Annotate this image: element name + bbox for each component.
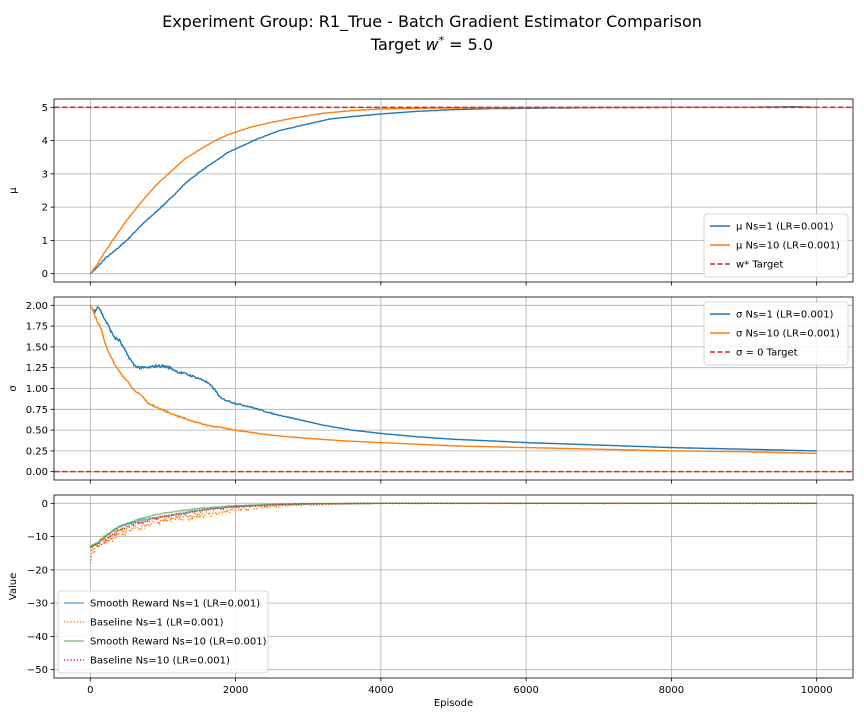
x-axis-label: Episode [434,698,473,709]
y-tick-label: 1.50 [26,342,48,353]
plot-lines [89,304,817,455]
y-tick-label: 1.00 [26,384,48,395]
y-tick-label: 0.25 [26,446,48,457]
y-tick-label: 0 [42,269,48,280]
legend-label: μ Ns=1 (LR=0.001) [736,222,834,233]
series-line-2 [89,305,817,455]
x-tick-label: 6000 [513,685,538,696]
y-tick-label: 1 [42,236,48,247]
x-tick-label: 10000 [801,685,833,696]
x-tick-label: 8000 [659,685,684,696]
y-tick-label: 3 [42,169,48,180]
y-tick-label: −30 [27,599,48,610]
legend-box [703,301,849,366]
y-axis-label: Value [8,573,19,600]
y-tick-label: 1.25 [26,363,48,374]
legend-label: Smooth Reward Ns=1 (LR=0.001) [90,599,260,610]
y-tick-label: 5 [42,103,48,114]
legend: Smooth Reward Ns=1 (LR=0.001) Baseline Ns… [57,590,269,674]
legend-label: w* Target [736,260,783,271]
legend-label: σ Ns=1 (LR=0.001) [736,310,834,321]
y-axis-label: μ [8,187,19,194]
legend-box [57,590,269,674]
series-line-4 [89,502,817,548]
y-tick-label: −20 [27,565,48,576]
y-tick-label: −10 [27,532,48,543]
x-tick-label: 0 [87,685,93,696]
y-axis-label: σ [8,385,19,392]
axes-frame [53,296,854,481]
chart-panel-2: 0.00 0.25 0.50 0.75 1.00 1.25 1.50 1.75 2.00 σ σ N… [8,296,854,484]
chart-panel-3: −50 −40 −30 −20 −10 0 0 2000 4000 6000 8000 10000 Va… [8,494,854,709]
y-tick-label: 0.00 [26,467,48,478]
legend: μ Ns=1 (LR=0.001) μ Ns=10 (LR=0.001) w* Ta… [703,213,849,278]
axes-frame [53,494,854,679]
legend-label: μ Ns=10 (LR=0.001) [736,241,840,252]
y-tick-label: 0.50 [26,426,48,437]
y-tick-label: −40 [27,632,48,643]
legend-label: Baseline Ns=10 (LR=0.001) [90,656,230,667]
legend-box [703,213,849,278]
y-tick-label: 2.00 [26,301,48,312]
plot-lines [89,502,817,564]
axes-frame [53,98,854,283]
y-tick-label: 0 [42,499,48,510]
legend-label: σ Ns=10 (LR=0.001) [736,329,840,340]
y-tick-label: 4 [42,136,48,147]
legend-label: σ = 0 Target [736,348,798,359]
panels: 0 1 2 3 4 5 μ μ Ns=1 (LR=0.001) μ Ns=10 (LR=0.00… [8,98,854,709]
y-tick-label: 1.75 [26,322,48,333]
legend-label: Baseline Ns=1 (LR=0.001) [90,618,224,629]
legend-label: Smooth Reward Ns=10 (LR=0.001) [90,637,267,648]
chart-title-line1: Experiment Group: R1_True - Batch Gradie… [162,12,702,32]
x-tick-label: 4000 [368,685,393,696]
chart-panel-1: 0 1 2 3 4 5 μ μ Ns=1 (LR=0.001) μ Ns=10 (LR=0.00… [8,98,854,286]
y-tick-label: 0.75 [26,405,48,416]
legend: σ Ns=1 (LR=0.001) σ Ns=10 (LR=0.001) σ = 0… [703,301,849,366]
series-line-2 [89,502,817,564]
x-tick-label: 2000 [223,685,248,696]
series-line-1 [89,304,817,452]
y-tick-label: 2 [42,203,48,214]
y-tick-label: −50 [27,665,48,676]
chart-title-line2: Target w* = 5.0 [370,34,493,54]
